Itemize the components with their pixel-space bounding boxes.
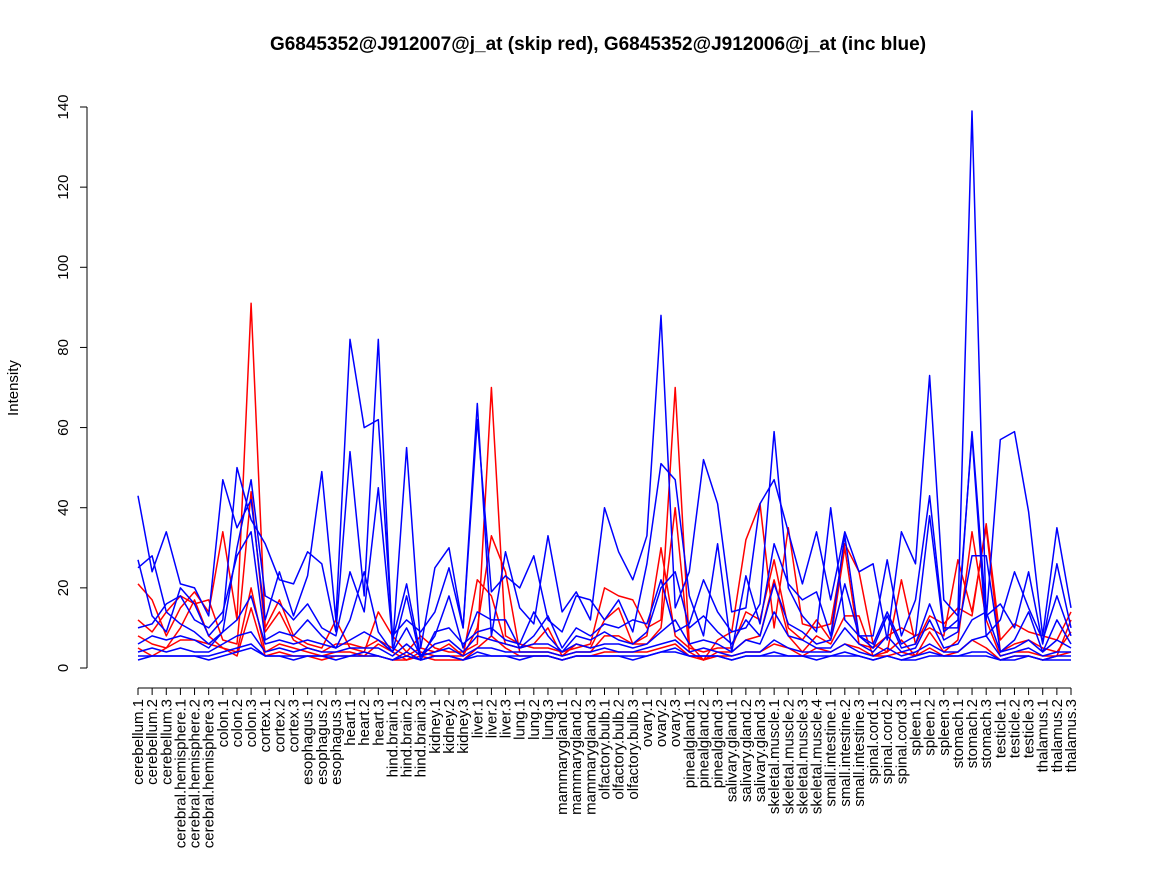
series-line-inc-1 xyxy=(137,110,1072,641)
x-tick-label: spinal.cord.3 xyxy=(893,699,910,784)
x-tick-label: skeletal.muscle.1 xyxy=(766,699,783,814)
x-tick-label: skeletal.muscle.4 xyxy=(809,699,826,814)
series-line-inc-5 xyxy=(137,595,1072,657)
x-tick-label: colon.2 xyxy=(229,699,246,747)
x-tick-label: stomach.1 xyxy=(950,699,967,768)
y-tick-label: 100 xyxy=(55,255,72,280)
x-tick-label: olfactory.bulb.2 xyxy=(611,699,628,800)
x-tick-label: lung.3 xyxy=(540,699,557,740)
x-tick-label: spleen.2 xyxy=(922,699,939,756)
x-tick-label: esophagus.3 xyxy=(328,699,345,785)
x-tick-label: heart.1 xyxy=(342,699,359,746)
y-axis-title: Intensity xyxy=(5,360,22,416)
x-tick-label: ovary.1 xyxy=(639,699,656,747)
x-tick-label: liver.3 xyxy=(498,699,515,738)
x-tick-label: cerebellum.2 xyxy=(144,699,161,785)
x-tick-label: skeletal.muscle.2 xyxy=(780,699,797,814)
x-tick-label: hind.brain.3 xyxy=(413,699,430,777)
y-tick-label: 140 xyxy=(55,94,72,119)
x-tick-label: salivary.gland.3 xyxy=(752,699,769,802)
series-line-inc-4 xyxy=(137,531,1072,661)
x-tick-label: thalamus.1 xyxy=(1035,699,1052,772)
x-tick-label: spleen.3 xyxy=(936,699,953,756)
y-tick-label: 60 xyxy=(55,419,72,436)
x-tick-label: testicle.3 xyxy=(1021,699,1038,758)
x-tick-label: spinal.cord.2 xyxy=(879,699,896,784)
x-tick-label: spleen.1 xyxy=(908,699,925,756)
x-tick-label: cerebellum.1 xyxy=(130,699,147,785)
x-tick-label: liver.2 xyxy=(483,699,500,738)
x-tick-label: cerebral.hemisphere.3 xyxy=(201,699,218,848)
x-tick-label: esophagus.2 xyxy=(314,699,331,785)
x-tick-label: lung.1 xyxy=(512,699,529,740)
x-tick-label: pinealgland.2 xyxy=(695,699,712,788)
x-tick-label: stomach.2 xyxy=(964,699,981,768)
x-tick-label: small.intestine.3 xyxy=(851,699,868,807)
x-tick-label: heart.3 xyxy=(370,699,387,746)
x-tick-label: spinal.cord.1 xyxy=(865,699,882,784)
x-tick-label: testicle.2 xyxy=(1006,699,1023,758)
x-tick-label: kidney.2 xyxy=(441,699,458,754)
x-tick-label: cerebral.hemisphere.2 xyxy=(187,699,204,848)
x-axis: cerebellum.1cerebellum.2cerebellum.3cere… xyxy=(130,687,1080,848)
series-line-inc-2 xyxy=(137,338,1072,653)
x-tick-label: cerebellum.3 xyxy=(158,699,175,785)
x-tick-label: stomach.3 xyxy=(978,699,995,768)
x-tick-label: salivary.gland.1 xyxy=(724,699,741,802)
x-tick-label: cerebral.hemisphere.1 xyxy=(172,699,189,848)
x-tick-label: pinealgland.1 xyxy=(681,699,698,788)
x-tick-label: kidney.3 xyxy=(455,699,472,754)
y-tick-label: 0 xyxy=(55,664,72,672)
x-tick-label: cortex.2 xyxy=(271,699,288,752)
x-tick-label: colon.3 xyxy=(243,699,260,747)
x-tick-label: lung.2 xyxy=(526,699,543,740)
chart-title: G6845352@J912007@j_at (skip red), G68453… xyxy=(270,34,926,55)
x-tick-label: olfactory.bulb.1 xyxy=(597,699,614,800)
x-tick-label: pinealgland.3 xyxy=(710,699,727,788)
x-tick-label: testicle.1 xyxy=(992,699,1009,758)
y-tick-label: 40 xyxy=(55,499,72,516)
x-tick-label: cortex.1 xyxy=(257,699,274,752)
x-tick-label: skeletal.muscle.3 xyxy=(794,699,811,814)
x-tick-label: thalamus.2 xyxy=(1049,699,1066,772)
x-tick-label: hind.brain.1 xyxy=(384,699,401,777)
x-tick-label: cortex.3 xyxy=(286,699,303,752)
x-tick-label: mammarygland.3 xyxy=(582,699,599,815)
series-line-inc-3 xyxy=(137,430,1072,657)
x-tick-label: hind.brain.2 xyxy=(399,699,416,777)
x-tick-label: liver.1 xyxy=(469,699,486,738)
x-tick-label: mammarygland.1 xyxy=(554,699,571,815)
x-tick-label: colon.1 xyxy=(215,699,232,747)
x-tick-label: ovary.2 xyxy=(653,699,670,747)
y-axis: 0 20 40 60 80 100 120 140 xyxy=(55,94,88,672)
x-tick-label: esophagus.1 xyxy=(300,699,317,785)
x-tick-label: salivary.gland.2 xyxy=(738,699,755,802)
x-tick-label: kidney.1 xyxy=(427,699,444,754)
x-tick-label: mammarygland.2 xyxy=(568,699,585,815)
series-layer xyxy=(137,110,1072,661)
x-tick-label: ovary.3 xyxy=(667,699,684,747)
x-tick-label: olfactory.bulb.3 xyxy=(625,699,642,800)
y-tick-label: 80 xyxy=(55,339,72,356)
x-tick-label: small.intestine.1 xyxy=(823,699,840,807)
x-tick-label: small.intestine.2 xyxy=(837,699,854,807)
series-line-inc-6 xyxy=(137,631,1071,657)
y-tick-label: 120 xyxy=(55,175,72,200)
y-tick-label: 20 xyxy=(55,580,72,597)
series-line-inc-8 xyxy=(137,647,1071,661)
x-tick-label: heart.2 xyxy=(356,699,373,746)
x-tick-label: thalamus.3 xyxy=(1063,699,1080,772)
